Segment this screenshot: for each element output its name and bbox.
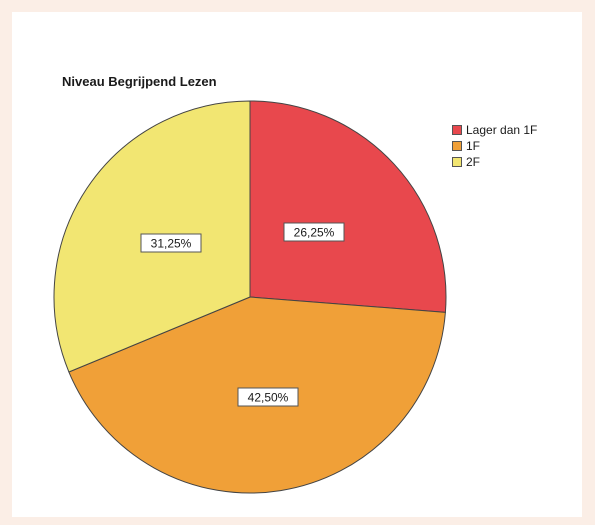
pie-data-label-text: 42,50% — [248, 391, 289, 405]
legend-swatch — [452, 157, 462, 167]
legend-label: 1F — [466, 139, 481, 153]
pie-data-label-text: 26,25% — [294, 226, 335, 240]
legend-item: Lager dan 1F — [452, 122, 537, 138]
pie-data-label: 26,25% — [283, 222, 345, 242]
legend-label: Lager dan 1F — [466, 123, 538, 137]
legend-item: 1F — [452, 138, 537, 154]
legend-item: 2F — [452, 154, 537, 170]
chart-legend: Lager dan 1F 1F 2F — [452, 122, 537, 170]
legend-swatch — [452, 141, 462, 151]
pie-data-label: 42,50% — [237, 387, 299, 407]
pie-slice-lager-dan-1f — [249, 100, 447, 313]
legend-swatch — [452, 125, 462, 135]
chart-title: Niveau Begrijpend Lezen — [62, 74, 217, 89]
legend-label: 2F — [466, 155, 481, 169]
pie-data-label: 31,25% — [140, 233, 202, 253]
pie-data-label-text: 31,25% — [151, 237, 192, 251]
